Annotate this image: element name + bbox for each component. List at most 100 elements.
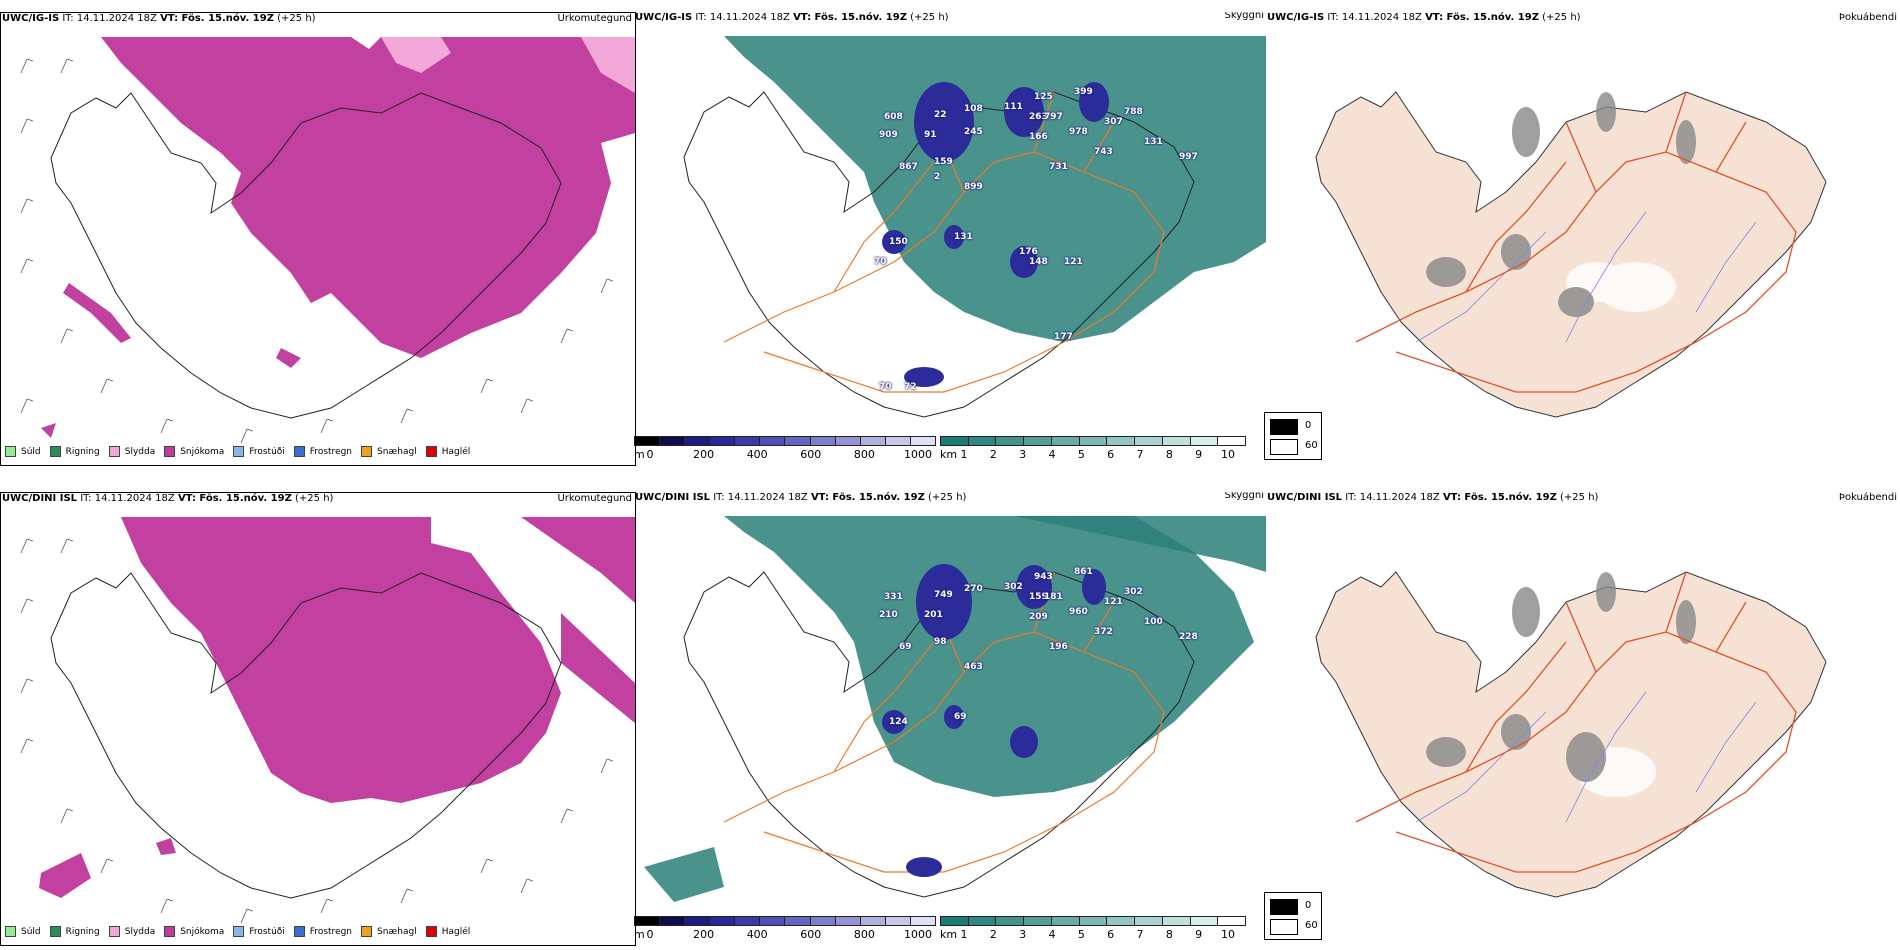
colorbar-cell [710,917,736,925]
cloudbase-label: 861 [1074,567,1093,577]
panel-type-label: Úrkomutegund [557,493,632,504]
cloudbase-label: 210 [879,610,898,620]
panel-title: UWC/DINI ISL IT: 14.11.2024 18Z VT: Fös.… [1267,492,1599,503]
legend-swatch [233,926,245,937]
legend-swatch [164,926,176,937]
cloudbase-label: 69 [899,642,912,652]
colorbar-tick: 6 [1107,928,1115,941]
cloudbase-label: 399 [1074,87,1093,97]
iceland-outline [683,571,1195,898]
precip-legend: Súld Rigning Slydda Snjókoma Frostúði Frostre… [5,446,470,457]
panel-title: UWC/IG-IS IT: 14.11.2024 18Z VT: Fös. 15… [1267,12,1581,23]
colorbar-unit: m [634,448,645,461]
legend-label: Snæhagl [377,926,417,937]
legend-item-frostúði: Frostúði [233,926,285,937]
colorbar-tick: 7 [1136,928,1144,941]
colorbar-cell [635,917,661,925]
cloudbase-label: 943 [1034,572,1053,582]
cloudbase-label: 307 [1104,117,1123,127]
colorbar-cell [1218,437,1246,445]
legend-swatch [425,926,437,937]
legend-swatch [49,446,61,457]
colorbar-cell [1079,917,1108,925]
colorbar-cells [940,916,1246,926]
legend-label: Rigning [65,446,100,457]
cloudbase-label: 867 [899,162,918,172]
cloudbase-label: 302 [1124,587,1143,597]
cloudbase-label: 159 [1029,592,1048,602]
colorbar-tick: 0 [646,448,654,461]
legend-label: Rigning [65,926,100,937]
cloud-map-row2 [644,516,1266,902]
colorbar-cell [941,917,969,925]
colorbar-cell [760,917,786,925]
cloudbase-label: 166 [1029,132,1048,142]
precip-map-row2 [20,517,635,924]
colorbar-cell [660,917,686,925]
fog-panel-row2: UWC/DINI ISL IT: 14.11.2024 18Z VT: Fös.… [1266,492,1900,944]
colorbar-tick: 5 [1077,928,1085,941]
legend-swatch [5,926,16,937]
cloudbase-label: 245 [964,127,983,137]
colorbar-tick: 1 [960,928,968,941]
colorbar-cell [1079,437,1108,445]
colorbar-unit: m [634,928,645,941]
cloudbase-label: 131 [1144,137,1163,147]
cloudbase-label: 159 [934,157,953,167]
cloudbase-label: 302 [1004,582,1023,592]
cloudbase-label: 608 [884,112,903,122]
legend-swatch [361,926,373,937]
legend-label: Súld [21,446,41,457]
fog-patches [1426,572,1696,797]
cloudbase-label: 196 [1049,642,1068,652]
colorbar-tick: 1000 [904,928,932,941]
iceland-outline [50,572,562,899]
cloudbase-label: 978 [1069,127,1088,137]
snow-area [101,37,635,358]
rivers [1415,211,1757,343]
legend-swatch [108,446,120,457]
colorbar-cell [1024,917,1052,925]
precip-legend: Súld Rigning Slydda Snjókoma Frostúði Frostre… [5,926,470,937]
cloudbase-label: 797 [1044,112,1063,122]
wind-barbs [20,538,614,924]
colorbar-tick: 6 [1107,448,1115,461]
sleet-area [381,37,635,93]
legend-swatch [164,446,176,457]
colorbar-cell [785,437,811,445]
colorbar-cell [810,437,836,445]
cloudbase-label: 98 [934,637,947,647]
cloudbase-label: 181 [1044,592,1063,602]
cloudbase-label: 111 [1004,102,1023,112]
colorbar-cell [968,437,997,445]
colorbar-cell [835,917,861,925]
colorbar-cell [1051,917,1080,925]
cloudbase-label: 125 [1034,92,1053,102]
colorbar-unit: km [940,928,958,941]
cloudbase-label: 69 [954,712,967,722]
colorbar-cell [785,917,811,925]
colorbar-cell [735,917,761,925]
cloudbase-label: 124 [889,717,908,727]
colorbar-cells [940,436,1246,446]
colorbar-tick: 3 [1019,448,1027,461]
colorbar-cell [1190,437,1219,445]
visibility-colorbar: km 1 2 3 4 5 6 7 8 9 10 [940,916,1246,941]
colorbar-tick: 400 [746,928,768,941]
legend-label: Frostúði [249,446,285,457]
cloudbase-label: 899 [964,182,983,192]
snow-patch [39,838,176,898]
snow-patch [41,348,301,438]
cloudbase-label: 960 [1069,607,1088,617]
iceland-outline [683,91,1195,418]
colorbar-tick: 200 [693,928,715,941]
colorbar-cell [685,437,711,445]
cloud-panel-row2: UWC/DINI ISL IT: 14.11.2024 18Z VT: Fös.… [634,492,1266,944]
colorbar-tick: 8 [1165,928,1173,941]
cloud-panel-row1: UWC/IG-IS IT: 14.11.2024 18Z VT: Fös. 15… [634,12,1266,464]
cloudbase-label: 121 [1104,597,1123,607]
wind-barbs [20,58,614,444]
panel-type-label: Þokuábendi [1838,492,1897,503]
colorbar-cell [710,437,736,445]
colorbar-cell [660,437,686,445]
